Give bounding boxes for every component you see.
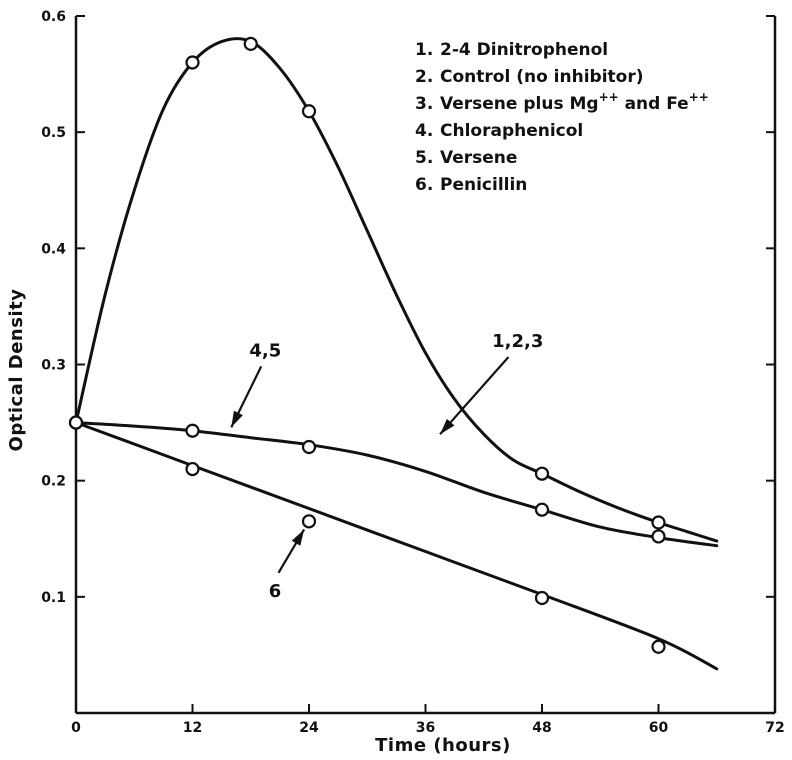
- annotation-arrow: [439, 356, 510, 435]
- legend-label-3-sup-b: ++: [689, 90, 709, 104]
- legend-item-2: 2. Control (no inhibitor): [415, 67, 643, 87]
- y-tick-label: 0.1: [41, 590, 66, 606]
- series-line-1-2-3: [74, 37, 719, 543]
- legend: 1. 2-4 Dinitrophenol 2. Control (no inhi…: [415, 40, 709, 195]
- data-point-series-6: [534, 590, 550, 606]
- data-point-series-6: [185, 461, 200, 477]
- x-tick-label: 12: [183, 720, 202, 736]
- legend-label-3-a: Versene plus Mg: [440, 94, 599, 114]
- x-tick-label: 72: [765, 720, 784, 736]
- legend-number-2: 2.: [415, 67, 433, 87]
- ticks: 0 12 24 36 48 60 72 0.1 0.2 0.3 0.4 0.5 0.6: [41, 9, 785, 736]
- legend-item-5: 5. Versene: [415, 148, 517, 168]
- y-tick-label: 0.6: [41, 9, 66, 25]
- data-point-series-6: [651, 639, 666, 654]
- annotation-arrowhead: [291, 529, 305, 546]
- x-axis-title: Time (hours): [375, 735, 511, 756]
- legend-item-3: 3. Versene plus Mg++ and Fe++: [415, 90, 709, 114]
- legend-number-5: 5.: [415, 148, 433, 168]
- annotation-label: 1,2,3: [492, 331, 543, 352]
- x-tick-label: 60: [649, 720, 669, 736]
- legend-label-2: Control (no inhibitor): [440, 67, 643, 87]
- y-tick-label: 0.2: [41, 474, 66, 490]
- series-markers: [68, 36, 666, 654]
- legend-item-1: 1. 2-4 Dinitrophenol: [415, 40, 608, 60]
- data-point-series-1-2-3: [243, 36, 258, 51]
- series-line-4-5: [74, 421, 719, 548]
- legend-item-6: 6. Penicillin: [415, 175, 527, 195]
- legend-label-6: Penicillin: [440, 175, 527, 195]
- legend-label-3-b: and Fe: [619, 94, 689, 114]
- legend-label-3-sup-a: ++: [599, 90, 619, 104]
- x-tick-label: 36: [416, 720, 435, 736]
- y-axis-title: Optical Density: [6, 289, 27, 452]
- series-annotations: 1,2,3 4,5 6: [230, 331, 543, 602]
- data-point-series-1-2-3: [185, 55, 200, 70]
- annotation-arrowhead: [440, 418, 455, 435]
- y-tick-label: 0.5: [41, 125, 66, 141]
- x-tick-label: 24: [299, 720, 319, 736]
- annotation-arrowhead: [231, 410, 243, 428]
- legend-label-1: 2-4 Dinitrophenol: [440, 40, 608, 60]
- data-point-series-1-2-3: [534, 466, 550, 481]
- legend-label-3: Versene plus Mg++ and Fe++: [440, 90, 709, 114]
- legend-item-4: 4. Chloraphenicol: [415, 121, 583, 141]
- data-point-series-4-5: [534, 502, 550, 517]
- data-point-series-6: [301, 514, 317, 529]
- data-point-series-4-5: [651, 529, 666, 544]
- y-tick-label: 0.4: [41, 241, 66, 257]
- x-tick-label: 0: [71, 720, 81, 736]
- data-point-series-4-5: [185, 423, 200, 438]
- data-point-series-1-2-3: [651, 515, 666, 530]
- data-point-series-4-5: [301, 439, 317, 455]
- data-point-series-1-2-3: [301, 104, 317, 119]
- legend-number-1: 1.: [415, 40, 433, 60]
- annotation-label: 6: [269, 581, 282, 602]
- data-point-series-6: [68, 415, 84, 430]
- series-curves: [74, 37, 719, 671]
- x-tick-label: 48: [532, 720, 551, 736]
- y-tick-label: 0.3: [41, 358, 66, 374]
- series-line-6: [74, 421, 719, 671]
- legend-number-6: 6.: [415, 175, 433, 195]
- legend-number-4: 4.: [415, 121, 433, 141]
- legend-label-4: Chloraphenicol: [440, 121, 583, 141]
- legend-label-5: Versene: [440, 148, 517, 168]
- legend-number-3: 3.: [415, 94, 433, 114]
- annotation-label: 4,5: [249, 340, 281, 361]
